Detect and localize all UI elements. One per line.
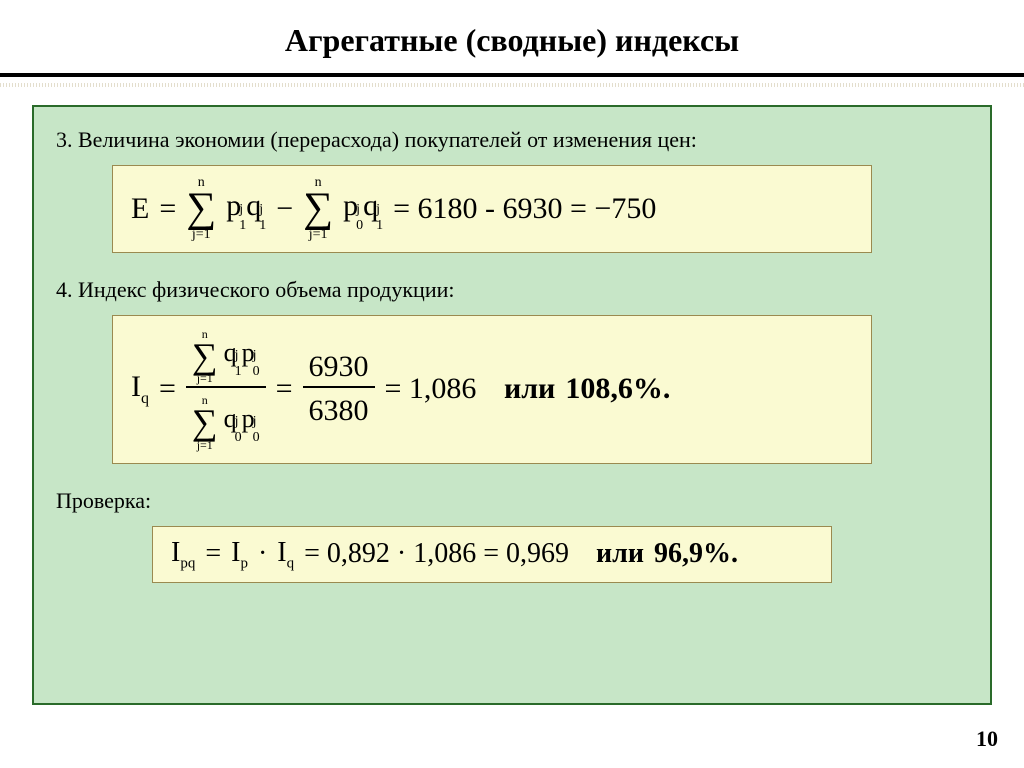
sum1: n ∑ j=1 bbox=[186, 176, 216, 242]
sigma-icon: ∑ bbox=[303, 190, 333, 228]
check-formula: Ipq = Ip · Iq = 0,892 · 1,086 = 0,969 ил… bbox=[152, 526, 832, 584]
dt-psub: 0 bbox=[253, 434, 260, 442]
eq3-calc: = 6180 - 6930 = −750 bbox=[393, 192, 656, 226]
t1-qsup: j bbox=[259, 206, 266, 214]
sum-den: n ∑ j=1 bbox=[192, 394, 218, 450]
eq4-lhs: Iq bbox=[131, 370, 149, 408]
hatch-pattern bbox=[0, 83, 1024, 87]
check-calc: = 0,892 · 1,086 = 0,969 bbox=[304, 538, 569, 570]
title-rule bbox=[0, 73, 1024, 77]
term2: pj0qj1 bbox=[343, 189, 383, 229]
ipq-i: I bbox=[171, 537, 180, 568]
eq4-pct: 108,6%. bbox=[565, 372, 670, 406]
nt-qsub: 1 bbox=[235, 368, 242, 376]
sigma-icon: ∑ bbox=[186, 190, 216, 228]
den-term: qj0pj0 bbox=[224, 404, 260, 441]
equals: = bbox=[159, 192, 176, 226]
sigma-icon: ∑ bbox=[192, 340, 218, 372]
sn-low: j=1 bbox=[197, 372, 213, 384]
iq2-sub: q bbox=[287, 555, 295, 571]
dt-qsup: j bbox=[235, 418, 242, 426]
ipq: Ipq bbox=[171, 537, 195, 573]
section4-heading: 4. Индекс физического объема продукции: bbox=[56, 277, 968, 303]
ipq-sub: pq bbox=[180, 555, 195, 571]
eq-lhs: E bbox=[131, 192, 149, 226]
dt-psup: j bbox=[253, 418, 260, 426]
sigma-icon: ∑ bbox=[192, 406, 218, 438]
iq: Iq bbox=[277, 537, 294, 573]
t2-qsub: 1 bbox=[376, 222, 383, 230]
dot: · bbox=[258, 538, 267, 570]
equals: = bbox=[159, 372, 176, 406]
term1: pj1qj1 bbox=[226, 189, 266, 229]
eq4-res: = 1,086 bbox=[385, 372, 477, 406]
frac-den: 6380 bbox=[303, 392, 375, 430]
section3-formula: E = n ∑ j=1 pj1qj1 − n ∑ j=1 pj0qj1 bbox=[112, 165, 872, 253]
section3-heading: 3. Величина экономии (перерасхода) покуп… bbox=[56, 127, 968, 153]
dt-qsub: 0 bbox=[235, 434, 242, 442]
t1-psub: 1 bbox=[239, 222, 246, 230]
num-term: qj1pj0 bbox=[224, 338, 260, 375]
page-title: Агрегатные (сводные) индексы bbox=[32, 22, 992, 59]
t2-psub: 0 bbox=[356, 222, 363, 230]
sum2: n ∑ j=1 bbox=[303, 176, 333, 242]
section4-formula: Iq = n ∑ j=1 qj1pj0 bbox=[112, 315, 872, 464]
minus: − bbox=[276, 192, 293, 226]
check-heading: Проверка: bbox=[56, 488, 968, 514]
frac-num: 6930 bbox=[303, 348, 375, 386]
t2-qsup: j bbox=[376, 206, 383, 214]
iq2-i: I bbox=[277, 537, 286, 568]
nt-psub: 0 bbox=[253, 368, 260, 376]
sum1-lower: j=1 bbox=[192, 228, 211, 242]
sd-low: j=1 bbox=[197, 439, 213, 451]
big-fraction: n ∑ j=1 qj1pj0 n ∑ j=1 bbox=[186, 326, 266, 453]
t1-psup: j bbox=[239, 206, 246, 214]
nt-qsup: j bbox=[235, 352, 242, 360]
sum2-lower: j=1 bbox=[309, 228, 328, 242]
or-word2: или bbox=[596, 538, 644, 570]
or-word: или bbox=[504, 372, 555, 406]
equals: = bbox=[205, 538, 221, 570]
t1-qsub: 1 bbox=[259, 222, 266, 230]
num-fraction: 6930 6380 bbox=[303, 348, 375, 430]
sum-num: n ∑ j=1 bbox=[192, 328, 218, 384]
ip-sub: p bbox=[240, 555, 248, 571]
equals: = bbox=[276, 372, 293, 406]
page-number: 10 bbox=[976, 726, 998, 752]
nt-psup: j bbox=[253, 352, 260, 360]
ip: Ip bbox=[231, 537, 248, 573]
iq-sub: q bbox=[141, 390, 149, 407]
check-pct: 96,9%. bbox=[654, 538, 738, 570]
iq-i: I bbox=[131, 370, 141, 403]
t2-psup: j bbox=[356, 206, 363, 214]
content-panel: 3. Величина экономии (перерасхода) покуп… bbox=[32, 105, 992, 705]
